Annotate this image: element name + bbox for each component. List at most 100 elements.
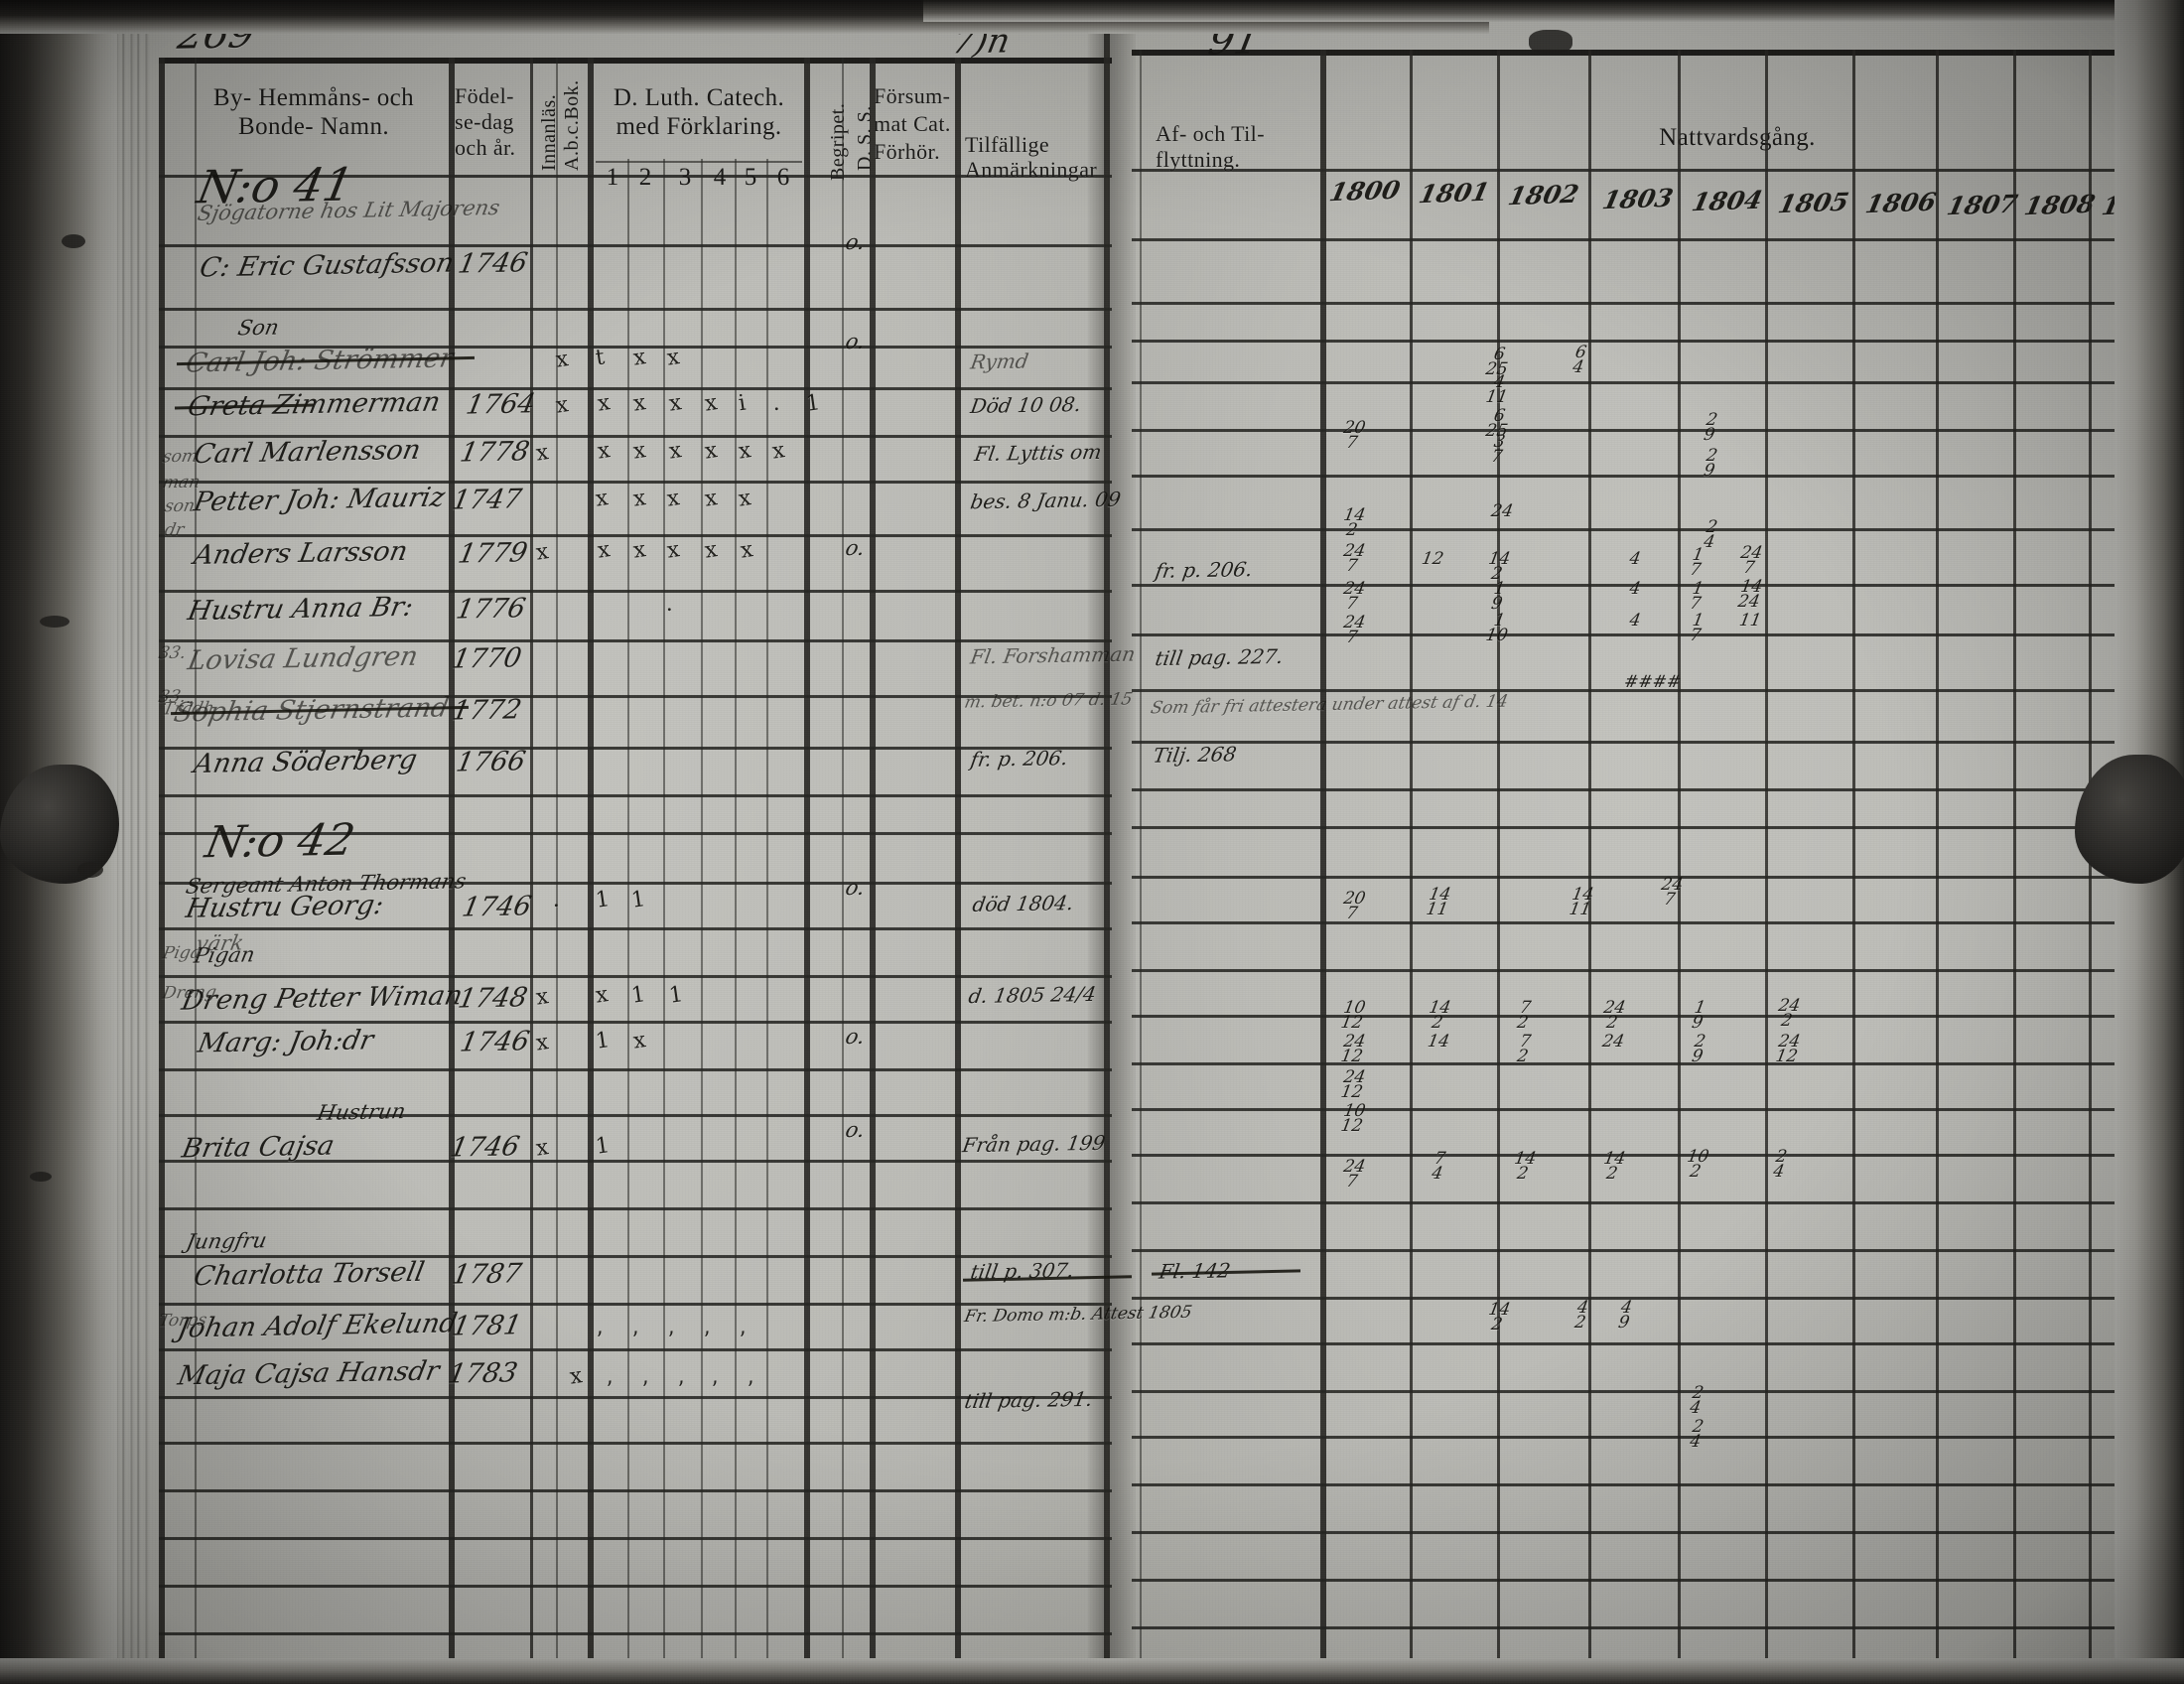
table-row-name: C: Eric Gustafsson bbox=[197, 247, 457, 284]
table-row-note: död 1804. bbox=[970, 891, 1076, 916]
row-rule bbox=[1132, 238, 2164, 241]
table-row-name: Jungfru bbox=[184, 1228, 269, 1254]
communion-year-1802: 1802 bbox=[1505, 179, 1581, 211]
row-rule bbox=[159, 1537, 1112, 1540]
header-nattvardsgang: Nattvardsgång. bbox=[1659, 124, 1816, 151]
row-rule bbox=[159, 1021, 1112, 1024]
table-row-note: Från pag. 199 bbox=[960, 1130, 1108, 1158]
thumb-right bbox=[2075, 755, 2184, 884]
header-begripet: Begripet. bbox=[827, 102, 849, 181]
vrule-begripet-dss bbox=[842, 58, 844, 1684]
table-row-birth: 1783 bbox=[445, 1357, 520, 1390]
header-names-line1: By- Hemmåns- och bbox=[212, 84, 415, 111]
row-rule bbox=[159, 1489, 1112, 1492]
table-row-birth: 1747 bbox=[449, 484, 524, 516]
table-row-name: Charlotta Torsell bbox=[191, 1256, 427, 1293]
table-row-name: Lovisa Lundgren bbox=[185, 640, 421, 677]
table-row-birth: 1772 bbox=[449, 694, 524, 727]
header-flyttning-line2: flyttning. bbox=[1156, 147, 1241, 172]
table-row-note: till pag. 291. bbox=[962, 1386, 1095, 1414]
row-rule bbox=[159, 832, 1112, 835]
row-rule bbox=[1132, 340, 2164, 343]
communion-year-1805: 1805 bbox=[1775, 187, 1851, 219]
row-rule bbox=[159, 882, 1112, 885]
row-rule bbox=[159, 695, 1112, 698]
table-row-note: m. bet. n:o 07 d. 15 bbox=[962, 689, 1135, 713]
vrule-right-margin bbox=[1140, 50, 1142, 1684]
table-row-birth: 1781 bbox=[449, 1310, 524, 1342]
row-rule bbox=[1132, 876, 2164, 879]
table-row-name: Son bbox=[235, 315, 281, 341]
vrule-catech-5 bbox=[766, 159, 768, 1684]
vrule-year-1807 bbox=[2013, 50, 2016, 1684]
row-rule bbox=[1132, 1015, 2164, 1018]
table-row-birth: 1770 bbox=[449, 642, 524, 675]
row-rule bbox=[1132, 741, 2164, 744]
vrule-catech-4 bbox=[735, 159, 737, 1684]
catech-col-3: 3 bbox=[678, 164, 692, 191]
header-bottom-rule-right bbox=[1132, 169, 2164, 172]
vrule-catech-1 bbox=[627, 159, 629, 1684]
row-rule bbox=[159, 346, 1112, 349]
row-rule bbox=[1132, 584, 2164, 587]
vrule-catech-begripet bbox=[804, 58, 810, 1684]
vrule-year-1803 bbox=[1678, 50, 1681, 1684]
row-rule bbox=[1132, 1249, 2164, 1252]
header-anmarkningar: Tilfällige Anmärkningar bbox=[965, 132, 1098, 182]
table-row-note: Fl. Forshamman bbox=[968, 641, 1138, 669]
vrule-dss-forsummat bbox=[870, 58, 876, 1684]
catech-col-1: 1 bbox=[606, 164, 619, 191]
table-row-birth: 1787 bbox=[449, 1258, 524, 1291]
row-rule bbox=[159, 1348, 1112, 1351]
vrule-birth-innanlas bbox=[530, 58, 533, 1684]
row-rule bbox=[159, 387, 1112, 390]
table-row-birth: 1748 bbox=[455, 982, 530, 1015]
table-row-name: Maja Cajsa Hansdr bbox=[175, 1355, 443, 1392]
header-birth-line2: se-dag bbox=[455, 109, 514, 134]
header-bottom-rule-left bbox=[159, 175, 1112, 178]
vrule-flytt-end bbox=[1320, 50, 1326, 1684]
row-rule bbox=[159, 639, 1112, 642]
row-rule bbox=[159, 1068, 1112, 1071]
row-rule bbox=[1132, 381, 2164, 384]
table-row-name: Anders Larsson bbox=[191, 535, 411, 572]
row-rule bbox=[1132, 302, 2164, 305]
communion-year-1803: 1803 bbox=[1599, 183, 1676, 215]
top-right-edge-shadow bbox=[923, 0, 2184, 22]
row-rule bbox=[159, 1632, 1112, 1635]
row-rule bbox=[1132, 1531, 2164, 1534]
row-rule bbox=[1132, 921, 2164, 924]
header-birth-line3: och år. bbox=[455, 135, 516, 160]
top-rule-left bbox=[159, 58, 1112, 64]
row-rule bbox=[159, 1585, 1112, 1588]
table-row-birth: 1746 bbox=[457, 1026, 532, 1058]
vrule-year-1801 bbox=[1497, 50, 1500, 1684]
catech-col-6: 6 bbox=[776, 164, 790, 191]
top-rule-right bbox=[1132, 50, 2164, 56]
communion-year-1804: 1804 bbox=[1689, 185, 1765, 217]
header-forsummat-line3: Förhör. bbox=[874, 139, 940, 164]
row-rule bbox=[159, 1303, 1112, 1306]
row-rule bbox=[159, 590, 1112, 593]
header-catech-line2: med Förklaring. bbox=[615, 113, 782, 140]
row-rule bbox=[1132, 1108, 2164, 1111]
table-row-birth: 1778 bbox=[457, 436, 532, 469]
vrule-year-1802 bbox=[1588, 50, 1591, 1684]
catech-number-rule bbox=[596, 161, 802, 163]
row-rule bbox=[1132, 1579, 2164, 1582]
vrule-name-birth bbox=[449, 58, 455, 1684]
row-rule bbox=[159, 244, 1112, 247]
row-rule bbox=[159, 1442, 1112, 1445]
row-rule bbox=[1132, 1436, 2164, 1439]
row-rule bbox=[159, 1255, 1112, 1258]
vrule-forsummat-anm bbox=[955, 58, 961, 1684]
header-names-line2: Bonde- Namn. bbox=[238, 113, 389, 140]
left-leaf bbox=[95, 0, 1124, 1684]
vrule-year-1805 bbox=[1852, 50, 1855, 1684]
row-rule bbox=[1132, 1390, 2164, 1393]
table-row-birth: 1776 bbox=[453, 593, 528, 626]
row-rule bbox=[1132, 826, 2164, 829]
table-row-name: Carl Marlensson bbox=[191, 434, 424, 471]
communion-year-1807: 1807 bbox=[1944, 189, 2020, 221]
header-abc-bok: A.b.c.Bok. bbox=[561, 79, 583, 171]
